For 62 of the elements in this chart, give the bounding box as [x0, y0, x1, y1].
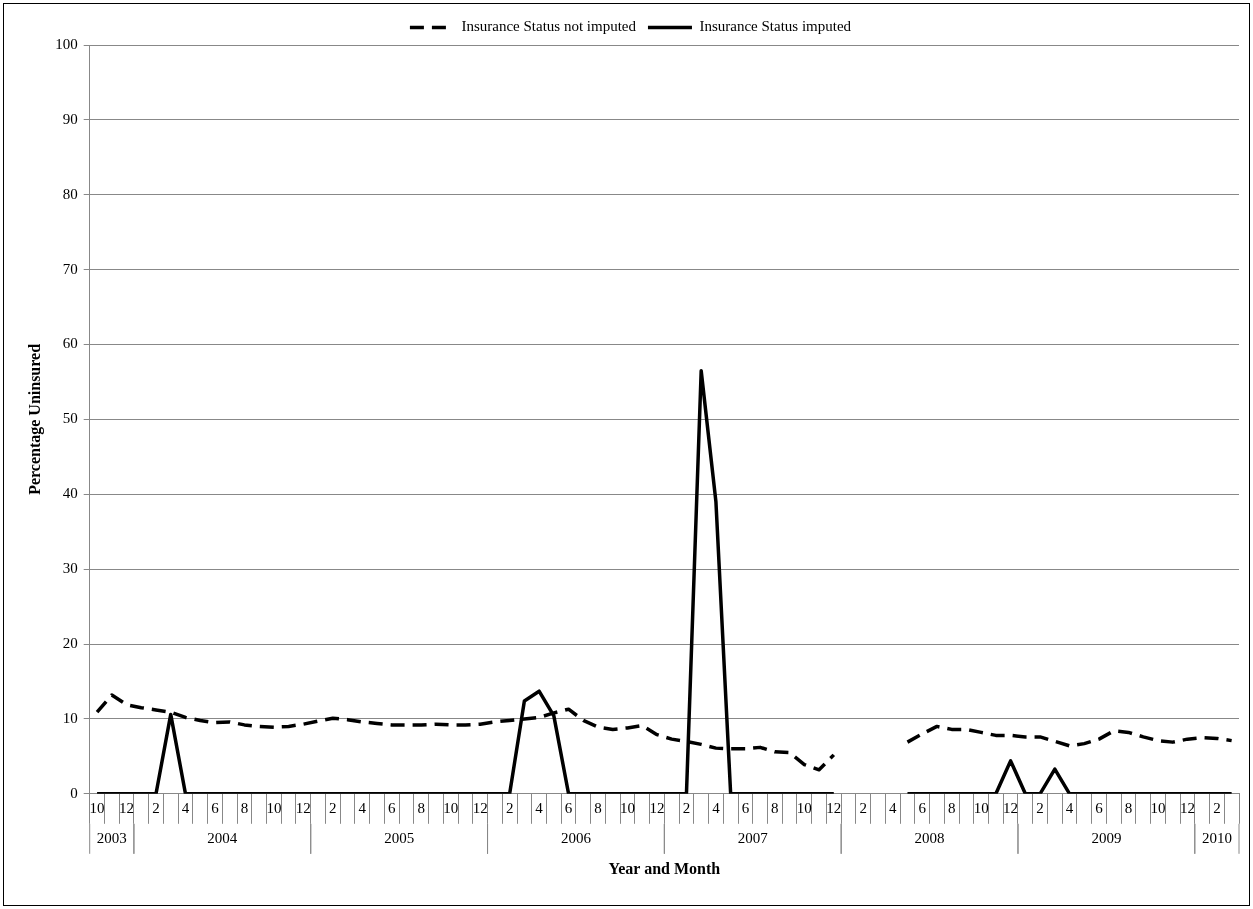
legend-label: Insurance Status imputed	[699, 18, 852, 35]
x-tick-label: 4	[358, 799, 367, 816]
x-tick-label: 4	[888, 799, 897, 816]
x-axis-title: Year and Month	[608, 859, 721, 877]
text: 2009	[1091, 829, 1122, 846]
x-tick-label: 6	[1095, 799, 1104, 816]
text: 2007	[737, 829, 769, 846]
x-tick-label: 12	[826, 799, 842, 816]
x-tick-label: 2	[859, 799, 868, 816]
x-tick-label: 10	[443, 799, 459, 816]
legend-label: Insurance Status not imputed	[461, 18, 637, 35]
text: 2004	[207, 829, 238, 846]
x-tick-label: 2	[329, 799, 337, 816]
x-tick-label: 12	[295, 799, 311, 816]
x-tick-label: 2	[682, 799, 691, 816]
x-tick-label: 2	[1213, 799, 1221, 816]
x-tick-label: 2	[505, 799, 514, 816]
x-tick-label: 4	[1065, 799, 1074, 816]
x-tick-label: 10	[973, 799, 989, 816]
y-tick-label: 20	[62, 634, 78, 651]
x-tick-label: 10	[620, 799, 636, 816]
y-tick-label: 30	[62, 560, 78, 577]
x-tick-label: 2	[1036, 799, 1044, 816]
y-tick-label: 70	[62, 260, 78, 277]
x-tick-label: 6	[564, 799, 573, 816]
x-tick-label: 12	[119, 799, 135, 816]
x-tick-label: 12	[1003, 799, 1019, 816]
y-tick-label: 50	[62, 410, 78, 427]
y-tick-label: 40	[62, 485, 78, 502]
x-tick-label: 6	[388, 799, 397, 816]
x-tick-label: 10	[1150, 799, 1166, 816]
y-tick-label: 90	[62, 110, 78, 127]
text: 2005	[384, 829, 415, 846]
x-tick-label: 6	[741, 799, 750, 816]
x-tick-label: 4	[712, 799, 721, 816]
x-tick-label: 8	[1124, 799, 1133, 816]
y-tick-label: 60	[62, 335, 78, 352]
y-tick-label: 10	[62, 709, 78, 726]
y-tick-label: 0	[70, 784, 78, 801]
text: 2008	[914, 829, 945, 846]
x-tick-label: 8	[771, 799, 779, 816]
x-tick-label: 6	[918, 799, 927, 816]
text: 2010	[1201, 829, 1232, 846]
x-tick-label: 4	[535, 799, 544, 816]
text: 2006	[560, 829, 592, 846]
x-tick-label: 2	[152, 799, 160, 816]
x-tick-label: 8	[594, 799, 602, 816]
y-axis-title: Percentage Uninsured	[25, 343, 44, 495]
y-tick-label: 100	[55, 35, 78, 52]
text: 2003	[96, 829, 127, 846]
x-tick-label: 10	[266, 799, 282, 816]
x-tick-label: 8	[240, 799, 249, 816]
x-tick-label: 10	[89, 799, 105, 816]
x-tick-label: 12	[649, 799, 665, 816]
x-tick-label: 8	[417, 799, 425, 816]
x-tick-label: 12	[472, 799, 488, 816]
y-tick-label: 80	[62, 185, 78, 202]
x-tick-label: 12	[1179, 799, 1195, 816]
x-tick-label: 10	[796, 799, 812, 816]
x-tick-label: 6	[211, 799, 220, 816]
x-tick-label: 8	[947, 799, 956, 816]
x-tick-label: 4	[181, 799, 190, 816]
